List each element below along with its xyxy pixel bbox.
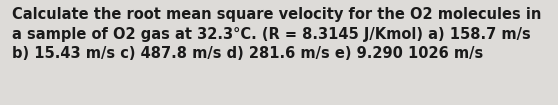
Text: Calculate the root mean square velocity for the O2 molecules in
a sample of O2 g: Calculate the root mean square velocity … (12, 7, 542, 61)
